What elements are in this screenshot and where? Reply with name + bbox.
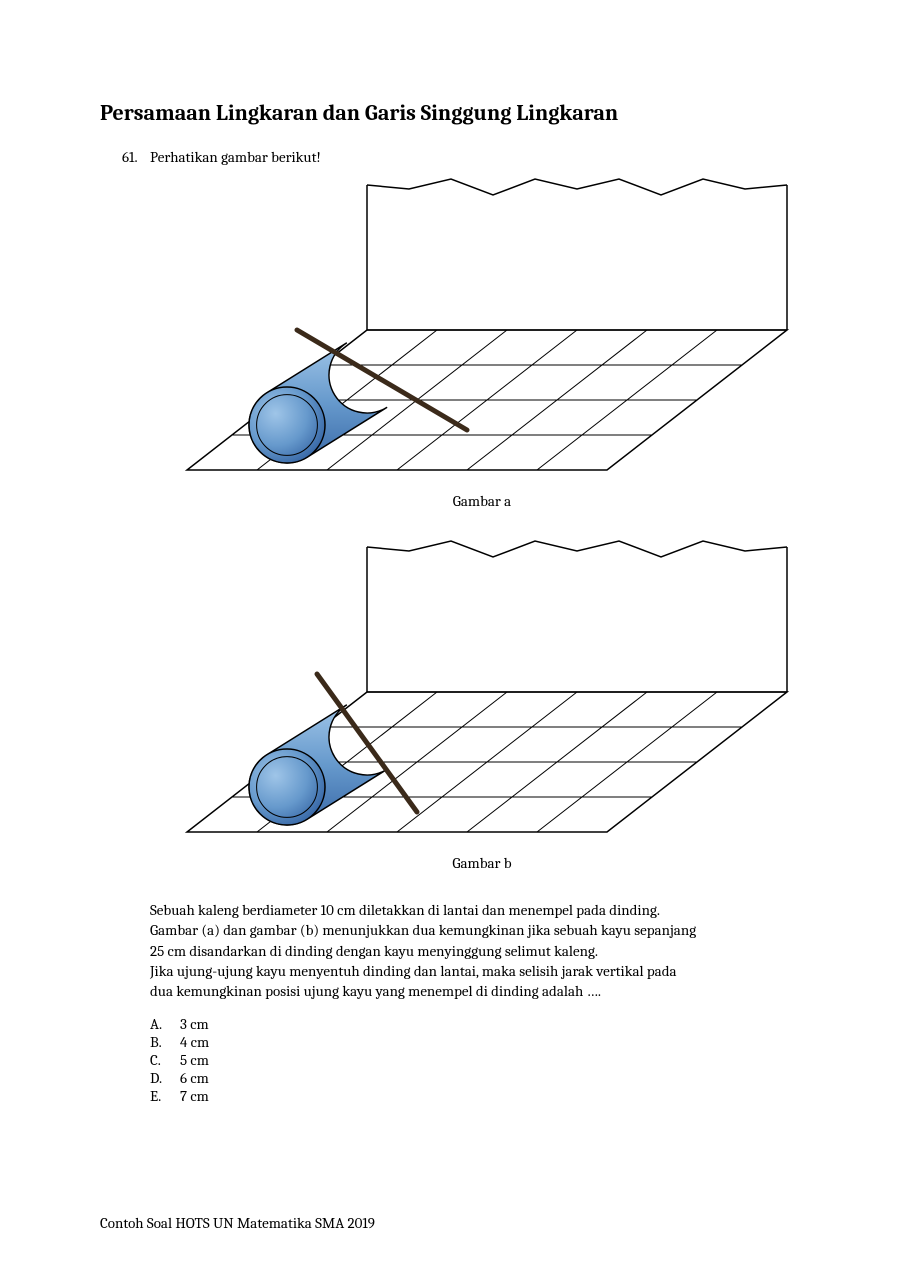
body-line-3: 25 cm disandarkan di dinding dengan kayu… <box>150 941 814 961</box>
option-E-letter: E. <box>150 1087 180 1105</box>
question-row: 61. Perhatikan gambar berikut! <box>122 148 814 166</box>
body-text: Sebuah kaleng berdiameter 10 cm diletakk… <box>150 900 814 1001</box>
page-title: Persamaan Lingkaran dan Garis Singgung L… <box>100 100 814 126</box>
figure-a-svg <box>167 170 797 490</box>
option-B-text: 4 cm <box>180 1033 209 1051</box>
option-D: D. 6 cm <box>150 1069 814 1087</box>
option-E-text: 7 cm <box>180 1087 209 1105</box>
option-A-letter: A. <box>150 1015 180 1033</box>
body-line-1: Sebuah kaleng berdiameter 10 cm diletakk… <box>150 900 814 920</box>
option-E: E. 7 cm <box>150 1087 814 1105</box>
body-line-2: Gambar (a) dan gambar (b) menunjukkan du… <box>150 920 814 940</box>
question-number: 61. <box>122 148 150 166</box>
body-line-4: Jika ujung-ujung kayu menyentuh dinding … <box>150 961 814 981</box>
option-A: A. 3 cm <box>150 1015 814 1033</box>
option-C-text: 5 cm <box>180 1051 209 1069</box>
figure-b-svg <box>167 532 797 852</box>
option-C-letter: C. <box>150 1051 180 1069</box>
options: A. 3 cm B. 4 cm C. 5 cm D. 6 cm E. 7 cm <box>150 1015 814 1105</box>
option-C: C. 5 cm <box>150 1051 814 1069</box>
option-B-letter: B. <box>150 1033 180 1051</box>
figure-a-caption: Gambar a <box>453 492 511 510</box>
body-line-5: dua kemungkinan posisi ujung kayu yang m… <box>150 981 814 1001</box>
figure-a: Gambar a <box>150 170 814 532</box>
figure-b-caption: Gambar b <box>452 854 511 872</box>
option-A-text: 3 cm <box>180 1015 209 1033</box>
page: Persamaan Lingkaran dan Garis Singgung L… <box>0 0 904 1145</box>
option-B: B. 4 cm <box>150 1033 814 1051</box>
figure-b: Gambar b <box>150 532 814 894</box>
question-prompt: Perhatikan gambar berikut! <box>150 148 321 166</box>
footer: Contoh Soal HOTS UN Matematika SMA 2019 <box>100 1214 375 1232</box>
option-D-text: 6 cm <box>180 1069 209 1087</box>
option-D-letter: D. <box>150 1069 180 1087</box>
